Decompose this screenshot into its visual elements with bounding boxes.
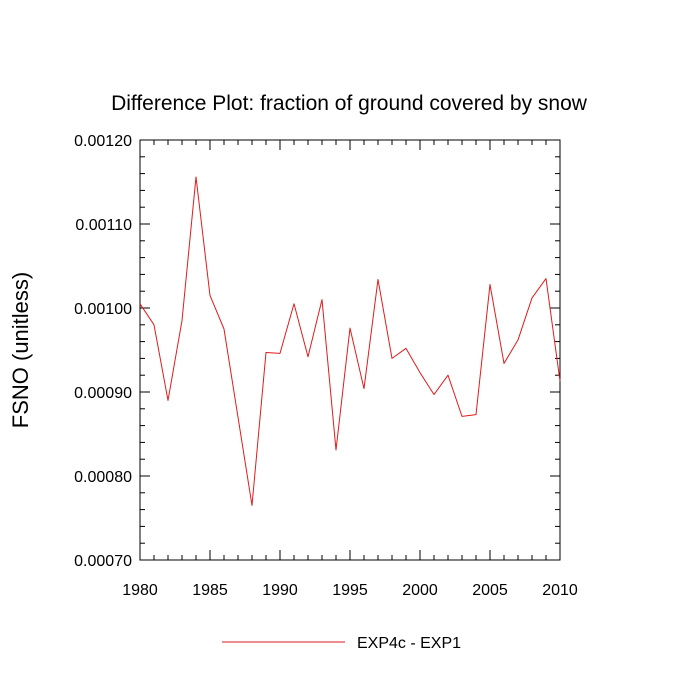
x-tick-label: 2000 xyxy=(402,582,438,599)
chart-title: Difference Plot: fraction of ground cove… xyxy=(111,92,588,115)
y-tick-label: 0.00090 xyxy=(74,385,132,402)
series-group xyxy=(139,176,561,506)
x-tick-label: 1980 xyxy=(122,582,158,599)
axis-tick-labels: 0.00070 0.00080 0.00090 0.00100 0.00110 0.001… xyxy=(74,133,578,599)
y-tick-label: 0.00080 xyxy=(74,469,132,486)
series-line-exp4c-exp1 xyxy=(139,176,561,506)
y-tick-label: 0.00120 xyxy=(74,133,132,150)
plot-frame xyxy=(139,139,561,561)
x-tick-label: 1990 xyxy=(262,582,298,599)
y-axis-label: FSNO (unitless) xyxy=(8,272,33,428)
legend-label-exp4c-exp1: EXP4c - EXP1 xyxy=(357,635,461,652)
y-tick-label: 0.00100 xyxy=(74,301,132,318)
x-tick-label: 2010 xyxy=(542,582,578,599)
axis-ticks xyxy=(139,139,561,561)
x-tick-label: 1985 xyxy=(192,582,228,599)
x-tick-label: 1995 xyxy=(332,582,368,599)
legend: EXP4c - EXP1 xyxy=(222,635,461,652)
x-tick-label: 2005 xyxy=(472,582,508,599)
y-tick-label: 0.00070 xyxy=(74,553,132,570)
y-tick-label: 0.00110 xyxy=(75,217,132,234)
